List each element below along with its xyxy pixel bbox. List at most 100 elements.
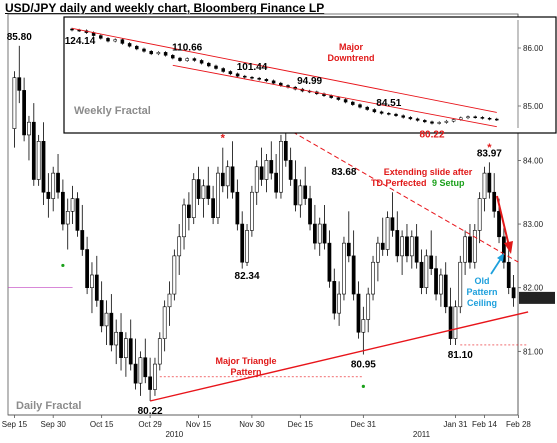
candle-body [482,172,487,199]
candle-body [114,331,119,346]
candle-body [230,166,235,193]
candle-body [157,338,162,365]
weekly-candle-body [394,113,398,116]
candle-body [61,191,65,225]
candle-body [472,230,477,263]
daily-x-tick-label: Sep 30 [41,420,67,429]
daily-candles [12,45,516,401]
candle-body [366,293,371,320]
candle-body [356,293,361,333]
candle-body [434,268,438,295]
candle-body [133,363,138,384]
daily-x-tick-label: Nov 15 [186,420,212,429]
candle-body [235,191,240,225]
weekly-candle-body [127,43,132,47]
candle-body [419,261,424,288]
daily-x-tick-label: Oct 15 [90,420,114,429]
weekly-candle-body [171,55,175,59]
candle-body [17,77,22,91]
weekly-candle-body [135,45,139,50]
weekly-peak-94-99: 94.99 [297,76,322,87]
weekly-candle-body [264,79,269,82]
weekly-candle-body [387,113,391,115]
price-label-83-97: 83.97 [477,148,502,159]
weekly-candle-body [336,97,341,100]
candle-body [274,172,278,193]
weekly-candle-body [271,80,276,84]
candle-body [453,306,458,339]
daily-x-tick-label: Sep 15 [2,420,28,429]
weekly-candle-body [163,52,168,56]
weekly-candle-body [243,75,247,78]
candle-body [80,230,85,250]
weekly-fractal-label: Weekly Fractal [74,105,151,117]
candle-body [487,172,492,193]
annotation-downtrend: Downtrend [328,53,375,63]
weekly-peak-124-14: 124.14 [65,36,96,47]
candle-body [216,172,220,218]
weekly-candle-body [257,77,261,80]
candle-body [298,185,303,206]
weekly-candle-body [235,73,240,77]
weekly-peak-80-22: 80.22 [419,129,444,140]
candle-body [293,179,298,206]
triangle-support-line [149,311,529,402]
weekly-candles [70,27,499,125]
candle-body [31,121,36,180]
candle-body [65,211,70,225]
weekly-downtrend-upper [71,27,497,113]
candle-body [182,204,186,238]
candle-body [400,236,404,257]
candle-body [220,172,225,187]
candle-body [177,236,182,257]
candle-body [128,338,133,365]
red-arrow-shaft [496,195,510,247]
weekly-candle-body [372,109,377,113]
weekly-candle-body [178,57,182,61]
weekly-candle-body [365,106,369,110]
weekly-candle-body [473,116,477,118]
annotation-nine-setup: 9 Setup [432,178,465,188]
candle-body [337,293,341,314]
candle-body [259,166,264,180]
candle-body [172,255,177,295]
candle-body [211,198,215,218]
candle-body [395,230,400,257]
candle-body [429,255,434,269]
candle-body [303,185,308,199]
year-tick-label: 2010 [165,430,183,439]
candle-body [70,198,75,212]
candle-body [143,357,148,378]
setup-dot [61,263,65,268]
candle-body [196,179,201,199]
weekly-candle-body [451,119,456,122]
setup-asterisk: * [221,132,226,144]
annotation-old: Old [475,276,490,286]
candle-body [342,242,346,295]
candle-body [477,198,482,231]
candle-body [439,274,443,295]
candle-body [385,217,390,250]
candle-body [424,255,429,288]
year-tick-label: 2011 [413,430,431,439]
candle-body [124,338,128,359]
weekly-candle-body [480,117,485,119]
weekly-candle-body [192,58,197,61]
last-value-tag-bg [519,291,555,304]
price-label-80-22: 80.22 [138,406,163,417]
annotation-extending-slide: Extending slide after [384,167,473,177]
candle-body [245,230,249,263]
weekly-candle-body [185,58,189,61]
weekly-candle-body [106,38,110,42]
candle-body [254,166,259,193]
annotation-ceiling: Ceiling [467,298,497,308]
weekly-candle-body [401,115,405,118]
candle-body [12,77,17,129]
weekly-candle-body [351,101,355,105]
candle-body [279,141,283,193]
daily-y-tick-label: 81.00 [523,347,544,356]
candle-body [240,223,245,263]
candle-body [187,204,191,218]
weekly-candle-body [199,60,204,64]
candle-body [90,274,94,288]
